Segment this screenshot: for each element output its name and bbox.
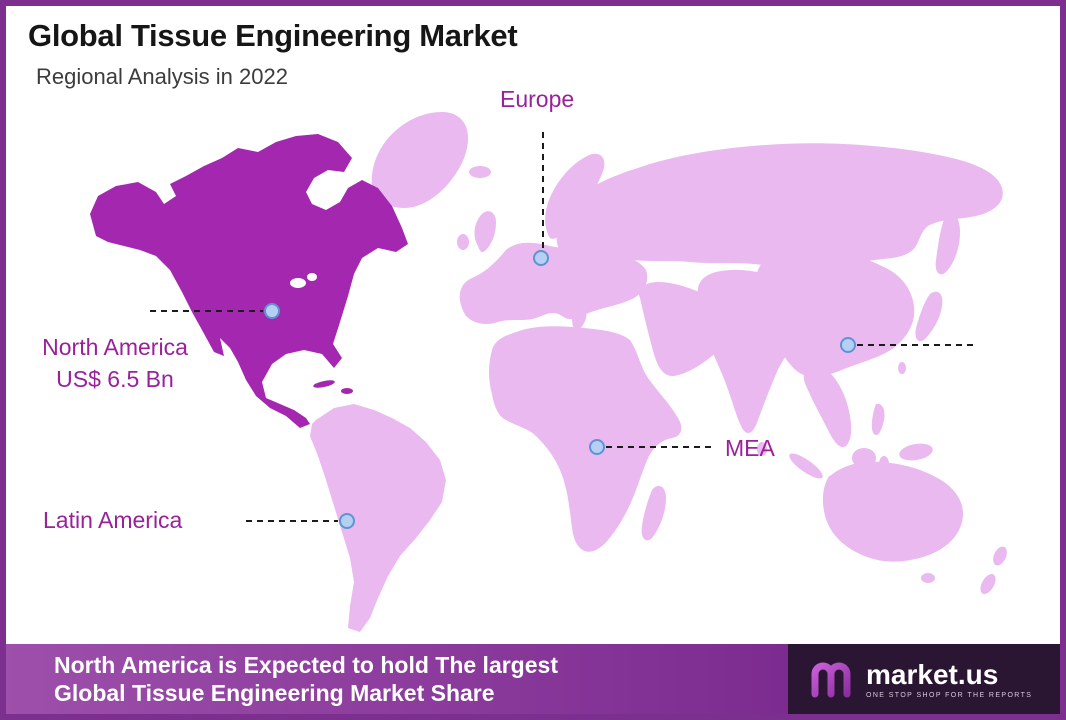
region-sri-lanka — [757, 442, 767, 456]
region-madagascar — [641, 485, 666, 541]
region-philippines — [871, 403, 885, 436]
region-siberia — [556, 143, 1003, 270]
region-tasmania — [921, 573, 935, 583]
region-australia — [822, 461, 964, 562]
region-kamchatka — [935, 212, 960, 275]
region-north-america — [90, 134, 408, 428]
marker-mea — [589, 439, 605, 455]
region-uk — [474, 211, 496, 253]
region-nz-north — [993, 546, 1007, 566]
bottom-banner: North America is Expected to hold The la… — [6, 644, 1060, 714]
region-iceland — [469, 166, 491, 178]
region-greenland — [371, 112, 468, 208]
marker-asia — [840, 337, 856, 353]
region-sumatra — [789, 453, 823, 479]
label-north-america-value: US$ 6.5 Bn — [56, 366, 174, 392]
logo-name: market.us — [866, 658, 999, 690]
region-nz-south — [980, 574, 996, 594]
world-map — [90, 112, 1007, 632]
marketus-logo-icon — [811, 662, 851, 698]
great-lakes-2 — [307, 273, 317, 281]
great-lakes — [290, 278, 306, 288]
label-north-america: North America US$ 6.5 Bn — [16, 331, 214, 395]
region-hispaniola — [341, 388, 353, 394]
logo-tagline: ONE STOP SHOP FOR THE REPORTS — [866, 691, 1033, 699]
label-europe: Europe — [500, 86, 575, 112]
marker-north-america — [264, 303, 280, 319]
region-italy — [571, 296, 587, 331]
label-latin-america: Latin America — [43, 507, 183, 533]
region-east-asia — [755, 247, 915, 378]
banner-line1: North America is Expected to hold The la… — [54, 652, 558, 678]
region-scandinavia — [545, 153, 605, 239]
region-ireland — [457, 234, 469, 250]
banner-line2: Global Tissue Engineering Market Share — [54, 680, 495, 706]
banner-annotation: North America is Expected to hold The la… — [6, 644, 788, 714]
marker-latin-america — [339, 513, 355, 529]
region-se-asia — [803, 367, 852, 448]
label-mea: MEA — [725, 435, 775, 461]
logo-text: market.us ONE STOP SHOP FOR THE REPORTS — [866, 658, 1033, 699]
page-title: Global Tissue Engineering Market — [28, 18, 518, 53]
region-europe-mainland — [459, 242, 648, 324]
logo-box: market.us ONE STOP SHOP FOR THE REPORTS — [788, 644, 1060, 714]
region-africa — [489, 326, 682, 552]
region-japan — [915, 291, 943, 342]
marker-europe — [533, 250, 549, 266]
region-new-guinea — [899, 443, 933, 461]
region-south-america — [310, 404, 446, 632]
region-cuba — [313, 380, 335, 388]
label-north-america-name: North America — [42, 334, 188, 360]
page-subtitle: Regional Analysis in 2022 — [36, 64, 288, 89]
region-taiwan — [898, 362, 906, 374]
